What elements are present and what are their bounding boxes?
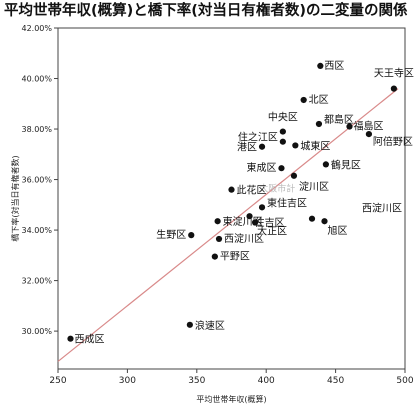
- y-tick-label: 32.00%: [21, 277, 52, 286]
- y-axis-label: 橋下率(対当日有権者数): [10, 155, 20, 241]
- data-point: [228, 186, 235, 193]
- data-label: 東成区: [246, 161, 276, 174]
- data-point: [390, 85, 397, 92]
- data-label: 北区: [309, 94, 329, 106]
- data-point: [251, 219, 259, 226]
- x-tick-label: 250: [49, 376, 66, 386]
- data-point: [186, 321, 193, 328]
- data-point: [258, 143, 266, 150]
- data-label: 天王寺区: [374, 68, 414, 80]
- y-tick-label: 38.00%: [21, 125, 52, 134]
- chart-title: 平均世帯年収(概算)と橋下率(対当日有権者数)の二変量の関係: [4, 3, 408, 19]
- data-point: [258, 204, 266, 211]
- data-point: [322, 161, 329, 168]
- data-label: 西淀川区: [362, 202, 402, 215]
- data-point: [214, 218, 221, 225]
- x-tick-label: 350: [188, 376, 205, 386]
- data-point: [365, 130, 373, 138]
- y-tick-label: 40.00%: [21, 75, 52, 84]
- data-point: [315, 120, 323, 128]
- y-tick-label: 34.00%: [21, 226, 52, 235]
- data-label: 港区: [237, 142, 257, 154]
- trend-line: [57, 88, 399, 362]
- data-label: 鶴見区: [331, 158, 361, 171]
- data-label: 旭区: [327, 225, 347, 237]
- data-label: 西成区: [74, 334, 104, 346]
- x-axis-label: 平均世帯年収(概算): [196, 394, 266, 404]
- data-label: 住吉区: [255, 216, 285, 229]
- data-label: 福島区: [353, 120, 383, 133]
- data-point: [321, 218, 328, 225]
- data-point: [292, 142, 299, 149]
- data-point: [215, 235, 223, 243]
- x-tick-label: 400: [258, 376, 275, 386]
- annotation-osaka-city: 大阪市計: [259, 182, 295, 194]
- data-label: 淀川区: [299, 180, 329, 193]
- data-label: 東住吉区: [267, 196, 307, 209]
- y-tick-label: 42.00%: [21, 24, 52, 33]
- x-tick-label: 300: [119, 376, 136, 386]
- data-label: 大正区: [257, 224, 287, 237]
- data-point: [308, 215, 316, 222]
- data-label: 都島区: [324, 113, 354, 126]
- data-point: [246, 213, 253, 220]
- data-point: [290, 172, 298, 179]
- data-label: 此花区: [237, 184, 267, 197]
- y-tick-label: 30.00%: [21, 327, 52, 336]
- data-point: [346, 123, 353, 130]
- data-point: [300, 96, 307, 104]
- y-tick-label: 36.00%: [21, 176, 52, 185]
- data-point: [317, 62, 324, 69]
- data-label: 生野区: [156, 228, 186, 241]
- data-label: 西区: [324, 60, 344, 72]
- plot-area: [57, 27, 406, 370]
- data-label: 平野区: [220, 251, 250, 263]
- data-label: 中央区: [268, 111, 298, 124]
- data-point: [279, 128, 286, 135]
- x-tick-label: 450: [327, 376, 344, 386]
- data-label: 住之江区: [238, 131, 278, 144]
- data-label: 阿倍野区: [373, 135, 413, 148]
- data-label: 城東区: [300, 139, 330, 152]
- data-point: [279, 138, 286, 145]
- x-tick-label: 500: [396, 376, 413, 386]
- data-label: 浪速区: [195, 319, 225, 332]
- data-point: [188, 232, 195, 239]
- data-point: [211, 253, 218, 260]
- data-point: [278, 165, 285, 172]
- data-label: 西淀川区: [224, 232, 264, 245]
- data-label: 東淀川区: [223, 215, 263, 228]
- data-point: [67, 335, 74, 342]
